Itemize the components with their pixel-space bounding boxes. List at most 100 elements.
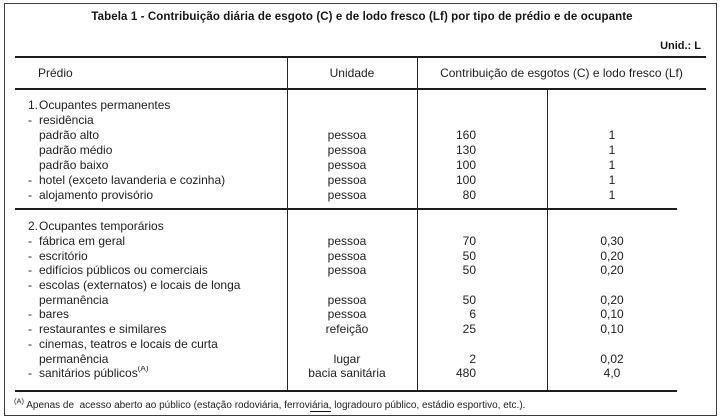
row-bullet: - xyxy=(28,248,32,263)
row-label: hotel (exceto lavanderia e cozinha) xyxy=(39,172,226,187)
cell-contribuicao-c: 100 xyxy=(455,172,476,187)
cell-contribuicao-c: 130 xyxy=(455,142,476,157)
row-label: permanência xyxy=(39,292,109,307)
table-header-rule xyxy=(15,88,706,90)
unit-note: Unid.: L xyxy=(660,40,701,52)
table-row: padrão médio pessoa 130 1 xyxy=(15,142,677,157)
row-bullet: - xyxy=(28,172,32,187)
table-row: - residência xyxy=(15,112,677,127)
table-row: permanência pessoa 50 0,20 xyxy=(15,292,677,307)
cell-predio: - sanitários públicos(A) xyxy=(15,366,287,380)
cell-predio: - restaurantes e similares xyxy=(15,322,287,336)
cell-predio: 1. Ocupantes permanentes xyxy=(15,98,287,112)
row-bullet: - xyxy=(28,366,32,381)
cell-contribuicao-c: 50 xyxy=(462,292,476,307)
cell-unidade: pessoa xyxy=(327,248,367,263)
row-label: alojamento provisório xyxy=(39,187,154,202)
cell-lodo-fresco-lf: 1 xyxy=(608,157,616,172)
cell-predio: padrão alto xyxy=(15,128,287,142)
cell-lodo-fresco-lf: 1 xyxy=(608,172,616,187)
row-bullet: - xyxy=(28,234,32,249)
cell-predio: - hotel (exceto lavanderia e cozinha) xyxy=(15,173,287,187)
cell-lodo-fresco-lf: 4,0 xyxy=(603,366,621,381)
cell-contribuicao-c: 160 xyxy=(455,127,476,142)
row-bullet: - xyxy=(28,112,32,127)
table-section-ocupantes-permanentes: 1. Ocupantes permanentes - residência padrão… xyxy=(15,97,677,202)
cell-lodo-fresco-lf: 0,20 xyxy=(600,292,624,307)
table-title: Tabela 1 - Contribuição diária de esgoto… xyxy=(91,11,633,23)
table-row: - restaurantes e similares refeição 25 0,10 xyxy=(15,322,677,337)
table-row: - edifícios públicos ou comerciais pessoa 5… xyxy=(15,263,677,278)
table-top-rule xyxy=(15,56,706,58)
table-row: 2. Ocupantes temporários xyxy=(15,219,677,234)
table-row: - bares pessoa 6 0,10 xyxy=(15,307,677,322)
header-predio: Prédio xyxy=(38,66,73,80)
row-label: padrão baixo xyxy=(39,157,109,172)
row-bullet: 2. xyxy=(28,219,39,234)
row-label: padrão médio xyxy=(39,142,113,157)
cell-lodo-fresco-lf: 0,02 xyxy=(600,351,624,366)
row-bullet: - xyxy=(28,187,32,202)
cell-lodo-fresco-lf: 1 xyxy=(608,127,616,142)
table-bottom-rule xyxy=(15,390,677,392)
row-label: cinemas, teatros e locais de curta xyxy=(39,336,218,351)
cell-lodo-fresco-lf: 0,20 xyxy=(600,263,624,278)
cell-contribuicao-c: 25 xyxy=(462,322,476,337)
cell-unidade: pessoa xyxy=(327,157,367,172)
footnote-text-post: logradouro público, estádio esportivo, e… xyxy=(331,400,526,411)
cell-predio: - bares xyxy=(15,307,287,321)
table-section-ocupantes-temporarios: 2. Ocupantes temporários - fábrica em geral… xyxy=(15,219,677,381)
row-label: fábrica em geral xyxy=(39,234,126,249)
cell-unidade: lugar xyxy=(333,351,361,366)
row-label: padrão alto xyxy=(39,127,100,142)
header-unidade: Unidade xyxy=(329,66,375,80)
cell-predio: - fábrica em geral xyxy=(15,234,287,248)
table-row: - cinemas, teatros e locais de curta xyxy=(15,337,677,352)
table-row: 1. Ocupantes permanentes xyxy=(15,97,677,112)
cell-unidade: refeição xyxy=(325,322,369,337)
table-row: - hotel (exceto lavanderia e cozinha) pess… xyxy=(15,172,677,187)
cell-contribuicao-c: 2 xyxy=(469,351,476,366)
cell-lodo-fresco-lf: 0,10 xyxy=(600,307,624,322)
row-label: Ocupantes temporários xyxy=(39,219,164,234)
cell-predio: - escritório xyxy=(15,249,287,263)
row-bullet: - xyxy=(28,322,32,337)
cell-unidade: pessoa xyxy=(327,127,367,142)
row-label: restaurantes e similares xyxy=(39,322,167,337)
cell-contribuicao-c: 70 xyxy=(462,234,476,249)
row-label: escolas (externatos) e locais de longa xyxy=(39,278,241,293)
row-bullet xyxy=(28,293,39,307)
cell-predio: permanência xyxy=(15,352,287,366)
table-row: padrão alto pessoa 160 1 xyxy=(15,127,677,142)
table-section-divider xyxy=(15,208,677,210)
cell-predio: - cinemas, teatros e locais de curta xyxy=(15,337,287,351)
cell-unidade: pessoa xyxy=(327,172,367,187)
column-divider-c-lf xyxy=(547,88,548,390)
cell-lodo-fresco-lf: 0,10 xyxy=(600,322,624,337)
column-divider-predio-unidade xyxy=(287,56,288,390)
row-label: residência xyxy=(39,112,94,127)
cell-predio: - residência xyxy=(15,113,287,127)
cell-predio: padrão baixo xyxy=(15,158,287,172)
footnote-text-underlined: iária, xyxy=(309,400,332,412)
cell-predio: - edifícios públicos ou comerciais xyxy=(15,263,287,277)
cell-contribuicao-c: 80 xyxy=(462,187,476,202)
row-bullet xyxy=(28,143,39,157)
cell-unidade: pessoa xyxy=(327,307,367,322)
cell-predio: - escolas (externatos) e locais de longa xyxy=(15,278,287,292)
header-contribuicao: Contribuição de esgotos (C) e lodo fresc… xyxy=(440,66,683,80)
cell-unidade: pessoa xyxy=(327,292,367,307)
footnote-marker: (A) xyxy=(14,396,24,406)
cell-predio: permanência xyxy=(15,293,287,307)
cell-contribuicao-c: 480 xyxy=(455,366,476,381)
cell-contribuicao-c: 6 xyxy=(469,307,476,322)
row-bullet: - xyxy=(28,336,32,351)
row-bullet: 1. xyxy=(28,97,39,112)
cell-predio: padrão médio xyxy=(15,143,287,157)
table-row: - escritório pessoa 50 0,20 xyxy=(15,248,677,263)
footnote: (A) Apenas de acesso aberto ao público (… xyxy=(14,396,710,412)
cell-unidade: bacia sanitária xyxy=(308,366,386,381)
cell-unidade: pessoa xyxy=(327,263,367,278)
row-label: Ocupantes permanentes xyxy=(39,97,171,112)
